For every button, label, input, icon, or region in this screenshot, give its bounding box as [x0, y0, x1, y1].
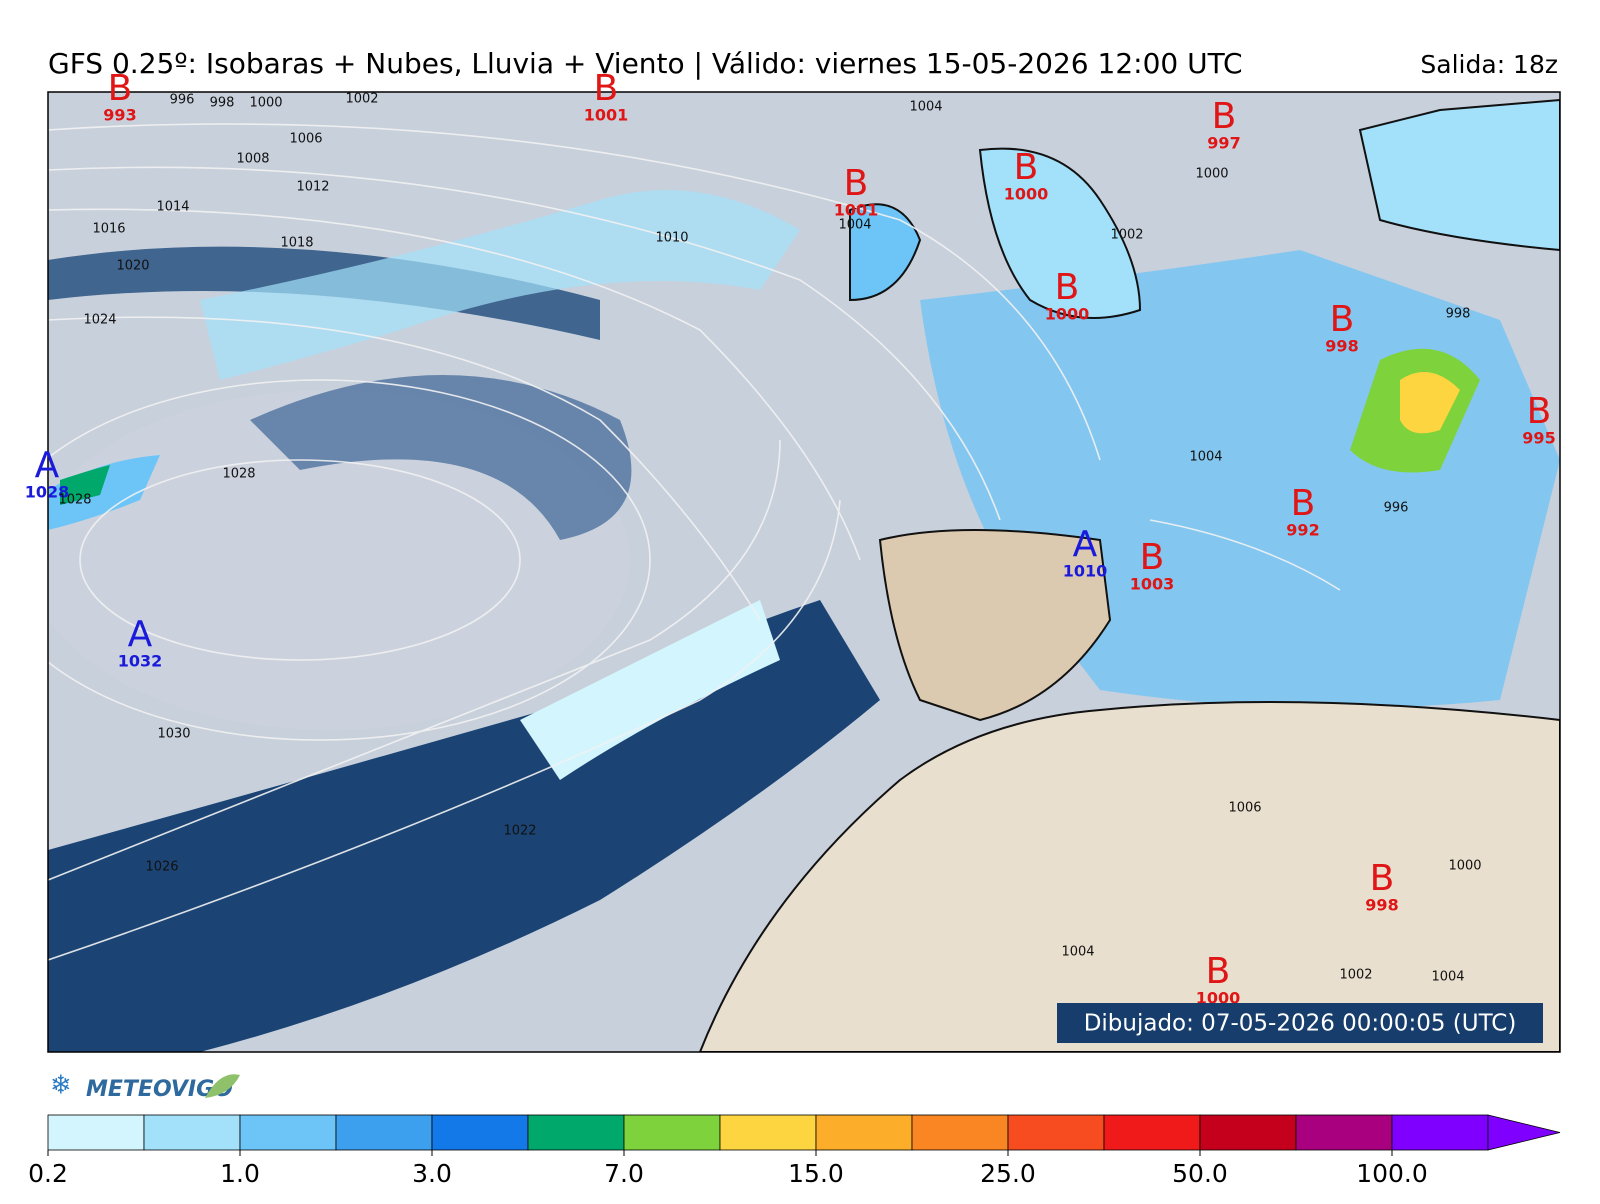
center-value: 992 — [1286, 521, 1319, 540]
isobar-label: 1020 — [116, 259, 149, 274]
isobar-label: 1004 — [838, 218, 871, 233]
center-letter: B — [1291, 483, 1316, 524]
center-letter: A — [35, 445, 60, 486]
title: GFS 0.25º: Isobaras + Nubes, Lluvia + Vi… — [48, 47, 1243, 80]
center-value: 995 — [1522, 429, 1555, 448]
drawn-time: Dibujado: 07-05-2026 00:00:05 (UTC) — [1084, 1011, 1517, 1037]
center-value: 1000 — [1004, 185, 1049, 204]
run: Salida: 18z — [1420, 50, 1558, 79]
isobar-label: 1006 — [289, 132, 322, 147]
center-letter: B — [1330, 299, 1355, 340]
colorbar-segment — [1103, 1114, 1201, 1151]
colorbar-segment — [527, 1114, 625, 1151]
center-letter: B — [108, 68, 133, 109]
colorbar-label: 100.0 — [1356, 1159, 1428, 1188]
center-value: 1001 — [584, 106, 629, 125]
colorbar-label: 0.2 — [28, 1159, 68, 1188]
colorbar-segment — [623, 1114, 721, 1151]
center-value: 1032 — [118, 652, 163, 671]
isobar-label: 1010 — [655, 231, 688, 246]
colorbar-segment — [47, 1114, 145, 1151]
logo-leaf — [205, 1074, 240, 1098]
map — [48, 92, 1560, 1052]
center-letter: B — [1206, 951, 1231, 992]
colorbar-segment — [719, 1114, 817, 1151]
isobar-label: 1028 — [222, 467, 255, 482]
colorbar-segment — [1391, 1114, 1489, 1151]
colorbar-segment — [1199, 1114, 1297, 1151]
isobar-label: 1002 — [345, 92, 378, 107]
center-letter: B — [1140, 537, 1165, 578]
colorbar-label: 1.0 — [220, 1159, 260, 1188]
center-letter: B — [1212, 96, 1237, 137]
center-value: 997 — [1207, 134, 1240, 153]
isobar-label: 1002 — [1339, 968, 1372, 983]
colorbar-segment — [1295, 1114, 1393, 1151]
isobar-label: 1030 — [157, 727, 190, 742]
colorbar-segment — [239, 1114, 337, 1151]
drawn-box — [1057, 1003, 1543, 1043]
center-value: 1003 — [1130, 575, 1175, 594]
isobar-label: 1022 — [503, 824, 536, 839]
isobar-label: 1000 — [249, 96, 282, 111]
colorbar-segment — [431, 1114, 529, 1151]
center-letter: B — [1527, 391, 1552, 432]
center-value: 998 — [1325, 337, 1358, 356]
center-letter: B — [594, 68, 619, 109]
isobar-label: 998 — [1446, 307, 1471, 322]
isobar-label: 1018 — [280, 236, 313, 251]
center-value: 1028 — [25, 483, 70, 502]
colorbar-segment — [335, 1114, 433, 1151]
map-frame — [47, 91, 1561, 1053]
isobar-label: 998 — [210, 96, 235, 111]
center-value: 1001 — [834, 201, 879, 220]
colorbar-label: 15.0 — [788, 1159, 844, 1188]
colorbar-label: 3.0 — [412, 1159, 452, 1188]
isobar-label: 1016 — [92, 222, 125, 237]
center-letter: B — [1370, 858, 1395, 899]
logo-icon: ❄ — [50, 1071, 72, 1101]
isobar-label: 1008 — [236, 152, 269, 167]
center-value: 993 — [103, 106, 136, 125]
isobar-label: 1028 — [58, 493, 91, 508]
colorbar-segment — [1007, 1114, 1105, 1151]
center-value: 998 — [1365, 896, 1398, 915]
center-letter: B — [844, 163, 869, 204]
isobar-label: 1000 — [1195, 167, 1228, 182]
isobar-label: 1002 — [1110, 228, 1143, 243]
isobar-label: 1004 — [1061, 945, 1094, 960]
center-value: 1010 — [1063, 562, 1108, 581]
isobar-label: 1006 — [1228, 801, 1261, 816]
isobar-label: 1004 — [1189, 450, 1222, 465]
colorbar-label: 50.0 — [1172, 1159, 1228, 1188]
isobar-label: 1004 — [909, 100, 942, 115]
colorbar-label: 7.0 — [604, 1159, 644, 1188]
logo: METEOVIGO — [86, 1077, 233, 1102]
colorbar-segment — [815, 1114, 913, 1151]
isobar-label: 996 — [1384, 501, 1409, 516]
isobar-label: 1024 — [83, 313, 116, 328]
center-value: 1000 — [1045, 305, 1090, 324]
isobar-label: 1014 — [156, 200, 189, 215]
center-letter: A — [128, 614, 153, 655]
center-letter: B — [1014, 147, 1039, 188]
colorbar-segment — [143, 1114, 241, 1151]
isobar-label: 1004 — [1431, 970, 1464, 985]
colorbar-label: 25.0 — [980, 1159, 1036, 1188]
center-letter: B — [1055, 267, 1080, 308]
colorbar-segment — [911, 1114, 1009, 1151]
isobar-label: 1026 — [145, 860, 178, 875]
isobar-label: 1000 — [1448, 859, 1481, 874]
center-value: 1000 — [1196, 989, 1241, 1008]
isobar-label: 996 — [170, 93, 195, 108]
colorbar-arrow — [1487, 1114, 1561, 1151]
center-letter: A — [1073, 524, 1098, 565]
isobar-label: 1012 — [296, 180, 329, 195]
